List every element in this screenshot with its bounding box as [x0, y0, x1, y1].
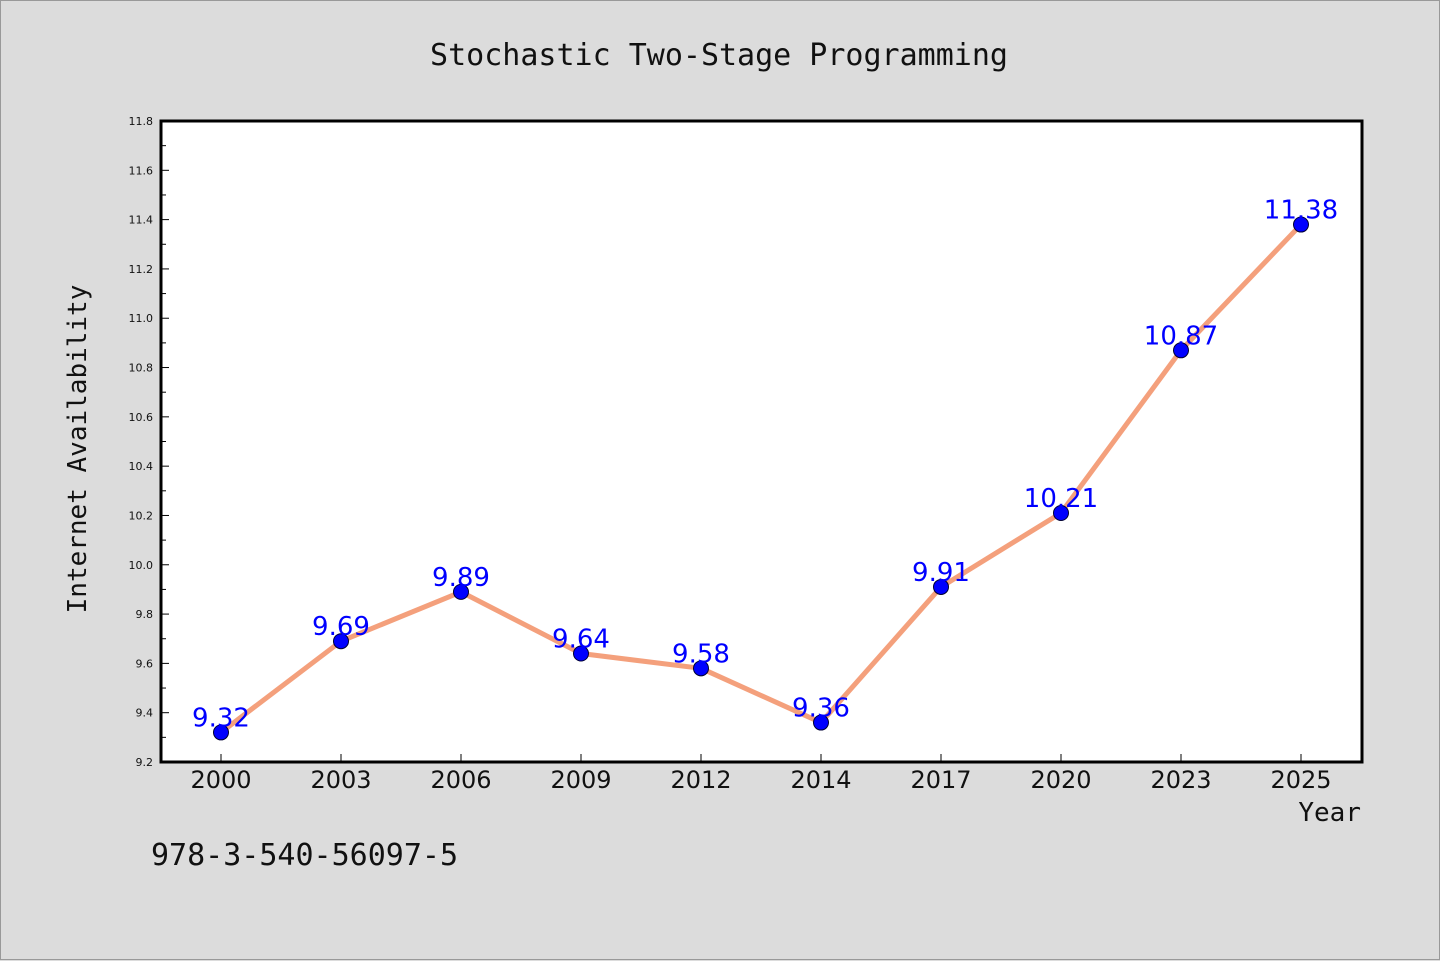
x-tick-label: 2014 [790, 766, 851, 794]
data-label: 9.58 [672, 639, 730, 669]
x-tick-label: 2023 [1150, 766, 1211, 794]
data-point [693, 660, 709, 677]
y-tick-label: 10.0 [129, 559, 154, 572]
x-tick-label: 2006 [430, 766, 491, 794]
x-tick-label: 2017 [910, 766, 971, 794]
data-point [573, 645, 589, 662]
footer-isbn: 978-3-540-56097-5 [151, 838, 458, 873]
data-point [1173, 342, 1189, 359]
x-tick-label: 2012 [670, 766, 731, 794]
y-tick-label: 10.2 [129, 509, 154, 522]
chart-title: Stochastic Two-Stage Programming [430, 38, 1008, 73]
data-label: 9.69 [312, 612, 370, 642]
data-point [453, 583, 469, 600]
data-label: 9.64 [552, 625, 610, 655]
data-label: 9.91 [912, 558, 970, 588]
x-tick-label: 2009 [550, 766, 611, 794]
data-label: 9.32 [192, 703, 250, 733]
data-label: 10.21 [1024, 484, 1098, 514]
data-point [213, 724, 229, 741]
x-axis-ticks: 2000 2003 2006 2009 2012 2014 2017 2020 2023 2025 [190, 754, 1332, 794]
x-tick-label: 2025 [1270, 766, 1331, 794]
y-tick-label: 11.4 [129, 214, 154, 227]
y-tick-label: 11.8 [129, 115, 154, 128]
series-line [218, 222, 1304, 735]
y-axis-label: Internet Availability [63, 285, 93, 614]
data-point [933, 578, 949, 595]
data-point [333, 633, 349, 650]
x-axis-label: Year [1298, 798, 1361, 828]
data-label: 10.87 [1144, 321, 1218, 351]
y-tick-label: 9.6 [136, 657, 154, 670]
y-tick-label: 10.6 [129, 411, 154, 424]
x-tick-label: 2003 [310, 766, 371, 794]
data-point [813, 714, 829, 731]
data-label: 11.38 [1264, 196, 1338, 226]
y-tick-label: 9.2 [136, 756, 154, 769]
data-labels-layer: 9.32 9.69 9.89 9.64 9.58 9.36 9.91 10.21 10.87 11… [192, 196, 1338, 734]
y-tick-label: 10.8 [129, 362, 154, 375]
data-point [1293, 216, 1309, 233]
x-tick-label: 2000 [190, 766, 251, 794]
y-tick-label: 11.0 [129, 312, 154, 325]
y-tick-label: 10.4 [129, 460, 154, 473]
data-label: 9.89 [432, 563, 490, 593]
y-tick-label: 9.4 [136, 707, 154, 720]
y-tick-label: 11.2 [129, 263, 154, 276]
series-layer [213, 216, 1309, 741]
data-label: 9.36 [792, 694, 850, 724]
y-tick-label: 11.6 [129, 164, 154, 177]
y-axis-ticks: 9.2 9.4 9.6 9.8 10.0 10.2 10.4 10.6 10.8 11.0 11.2… [129, 115, 169, 769]
data-point [1053, 504, 1069, 521]
plot-area [159, 119, 1364, 764]
y-tick-label: 9.8 [136, 608, 154, 621]
x-tick-label: 2020 [1030, 766, 1091, 794]
